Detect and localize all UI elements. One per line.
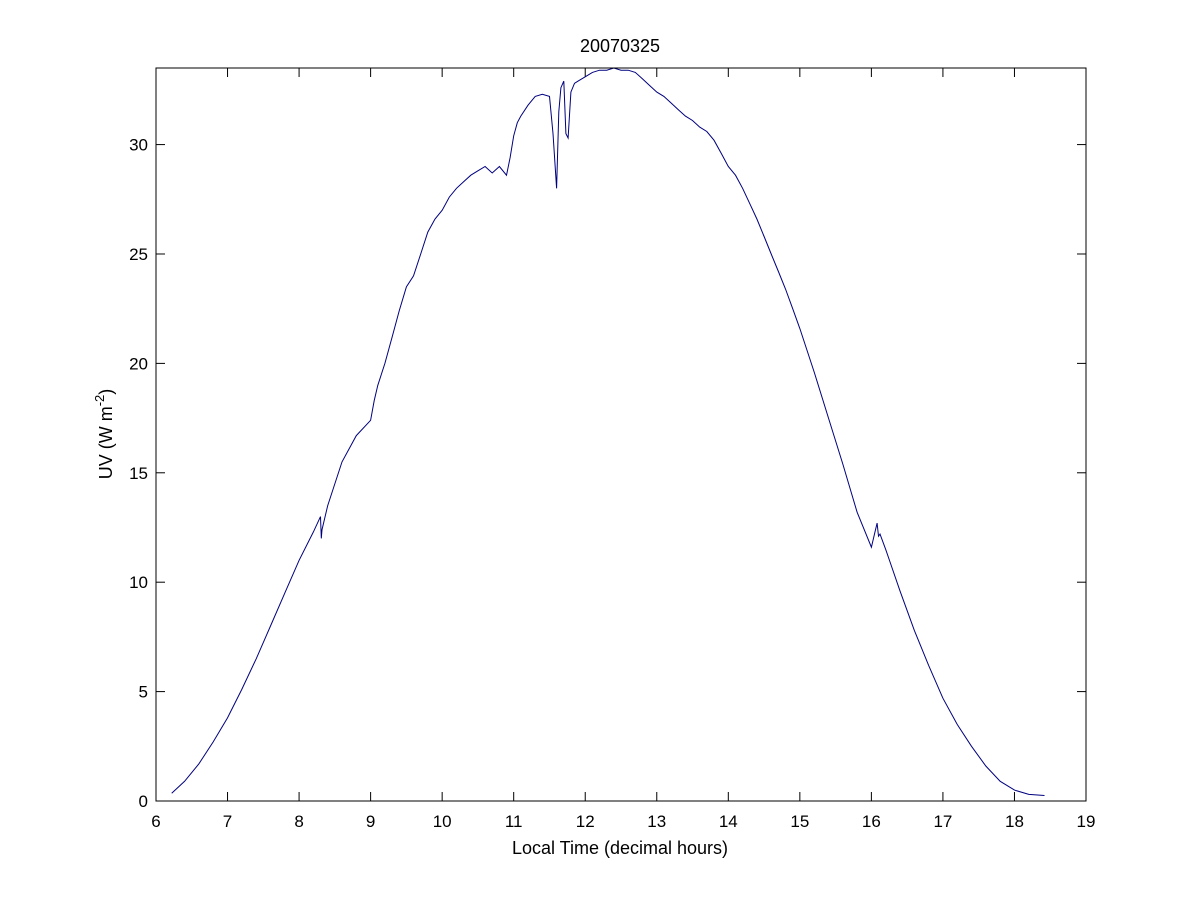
y-axis-title-superscript: -2 bbox=[92, 395, 107, 407]
y-tick-label: 20 bbox=[129, 354, 148, 373]
chart-title: 20070325 bbox=[580, 36, 660, 56]
y-axis-title: UV (W m-2) bbox=[92, 389, 116, 480]
x-tick-label: 18 bbox=[1005, 812, 1024, 831]
x-tick-label: 11 bbox=[505, 812, 523, 831]
x-tick-label: 8 bbox=[294, 812, 303, 831]
x-tick-label: 15 bbox=[790, 812, 809, 831]
x-tick-label: 7 bbox=[223, 812, 232, 831]
x-tick-label: 14 bbox=[719, 812, 738, 831]
x-tick-label: 19 bbox=[1077, 812, 1096, 831]
y-tick-label: 25 bbox=[129, 245, 148, 264]
y-tick-label: 0 bbox=[139, 792, 148, 811]
series-line-uv bbox=[171, 67, 1045, 796]
y-axis: 0 5 10 15 20 25 30 bbox=[129, 136, 1086, 811]
x-tick-label: 9 bbox=[366, 812, 375, 831]
y-axis-title-main: UV (W m bbox=[96, 406, 116, 479]
y-tick-label: 15 bbox=[129, 464, 148, 483]
y-tick-label: 5 bbox=[139, 683, 148, 702]
x-tick-label: 16 bbox=[862, 812, 881, 831]
x-tick-label: 10 bbox=[433, 812, 452, 831]
y-tick-label: 30 bbox=[129, 136, 148, 155]
x-tick-label: 6 bbox=[151, 812, 160, 831]
y-axis-title-close: ) bbox=[96, 389, 116, 395]
x-tick-label: 13 bbox=[647, 812, 666, 831]
x-tick-label: 12 bbox=[576, 812, 595, 831]
x-axis: 6 7 8 9 10 11 12 13 14 15 16 17 18 19 bbox=[151, 68, 1095, 831]
y-tick-label: 10 bbox=[129, 573, 148, 592]
x-tick-label: 17 bbox=[933, 812, 952, 831]
x-axis-title: Local Time (decimal hours) bbox=[512, 838, 728, 858]
plot-area-frame bbox=[155, 67, 1087, 802]
